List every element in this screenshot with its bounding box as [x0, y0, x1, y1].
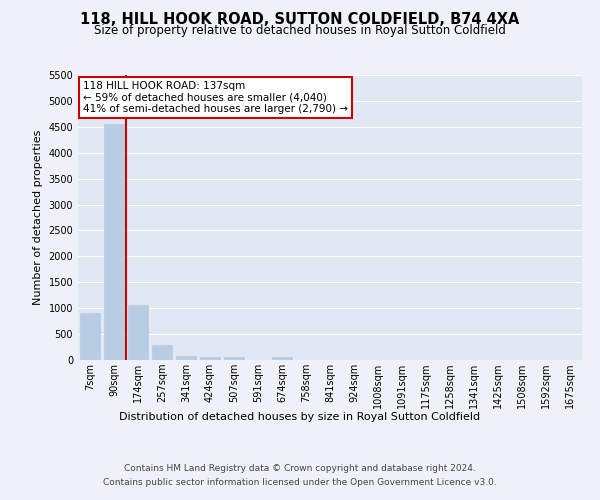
- Text: Size of property relative to detached houses in Royal Sutton Coldfield: Size of property relative to detached ho…: [94, 24, 506, 37]
- Text: 118, HILL HOOK ROAD, SUTTON COLDFIELD, B74 4XA: 118, HILL HOOK ROAD, SUTTON COLDFIELD, B…: [80, 12, 520, 28]
- Bar: [224, 357, 244, 360]
- Bar: [176, 356, 196, 360]
- Bar: [128, 305, 148, 360]
- Bar: [200, 356, 220, 360]
- Text: 118 HILL HOOK ROAD: 137sqm
← 59% of detached houses are smaller (4,040)
41% of s: 118 HILL HOOK ROAD: 137sqm ← 59% of deta…: [83, 80, 348, 114]
- Y-axis label: Number of detached properties: Number of detached properties: [33, 130, 43, 305]
- Bar: [272, 357, 292, 360]
- Bar: [80, 314, 100, 360]
- Text: Contains public sector information licensed under the Open Government Licence v3: Contains public sector information licen…: [103, 478, 497, 487]
- Bar: [152, 344, 172, 360]
- Text: Distribution of detached houses by size in Royal Sutton Coldfield: Distribution of detached houses by size …: [119, 412, 481, 422]
- Text: Contains HM Land Registry data © Crown copyright and database right 2024.: Contains HM Land Registry data © Crown c…: [124, 464, 476, 473]
- Bar: [104, 124, 124, 360]
